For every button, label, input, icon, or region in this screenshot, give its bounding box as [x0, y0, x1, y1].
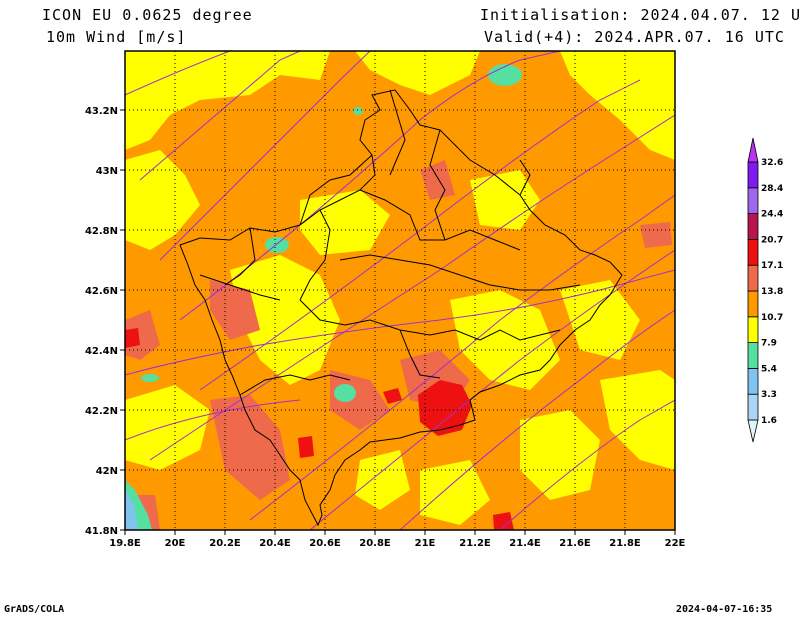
colorbar-label: 32.6: [761, 158, 783, 168]
lat-label: 41.8N: [85, 526, 118, 537]
lon-label: 20.4E: [259, 538, 291, 549]
initialisation-text: Initialisation: 2024.04.07. 12 UTC: [480, 6, 800, 24]
colorbar-segment: [747, 137, 759, 163]
lon-label: 20.6E: [309, 538, 341, 549]
colorbar-segment: [747, 213, 759, 240]
valid-time-text: Valid(+4): 2024.APR.07. 16 UTC: [484, 28, 785, 46]
lat-label: 43N: [96, 166, 118, 177]
model-title: ICON EU 0.0625 degree: [42, 6, 253, 24]
colorbar-segment: [747, 419, 759, 443]
lon-label: 22E: [665, 538, 686, 549]
colorbar-label: 28.4: [761, 184, 783, 194]
colorbar-label: 7.9: [761, 339, 777, 349]
wind-field: [125, 51, 675, 530]
colorbar-segment: [747, 290, 759, 318]
lat-label: 42N: [96, 466, 118, 477]
variable-title: 10m Wind [m/s]: [46, 28, 187, 46]
colorbar-label: 1.6: [761, 416, 777, 426]
lon-label: 20.8E: [359, 538, 391, 549]
lat-label: 42.8N: [85, 226, 118, 237]
colorbar-label: 20.7: [761, 235, 783, 245]
lon-label: 21.2E: [459, 538, 491, 549]
lat-label: 42.4N: [85, 346, 118, 357]
lon-label: 21E: [415, 538, 436, 549]
colorbar-segment: [747, 367, 759, 395]
colorbar-label: 24.4: [761, 210, 783, 220]
lon-label: 20E: [165, 538, 186, 549]
colorbar-segment: [747, 187, 759, 215]
colorbar-segment: [747, 316, 759, 343]
colorbar-label: 13.8: [761, 287, 783, 297]
colorbar: [747, 137, 759, 443]
lon-label: 21.4E: [509, 538, 541, 549]
lat-label: 43.2N: [85, 106, 118, 117]
colorbar-label: 10.7: [761, 313, 783, 323]
software-credit: GrADS/COLA: [4, 604, 65, 615]
lat-label: 42.6N: [85, 286, 118, 297]
colorbar-segment: [747, 393, 759, 421]
colorbar-label: 5.4: [761, 364, 777, 374]
render-timestamp: 2024-04-07-16:35: [676, 604, 773, 615]
colorbar-segment: [747, 238, 759, 266]
colorbar-segment: [747, 264, 759, 292]
colorbar-label: 3.3: [761, 390, 777, 400]
lon-label: 21.6E: [559, 538, 591, 549]
colorbar-label: 17.1: [761, 261, 783, 271]
lon-label: 19.8E: [109, 538, 141, 549]
lat-label: 42.2N: [85, 406, 118, 417]
lon-label: 20.2E: [209, 538, 241, 549]
colorbar-segment: [747, 342, 759, 369]
colorbar-segment: [747, 161, 759, 189]
lon-label: 21.8E: [609, 538, 641, 549]
